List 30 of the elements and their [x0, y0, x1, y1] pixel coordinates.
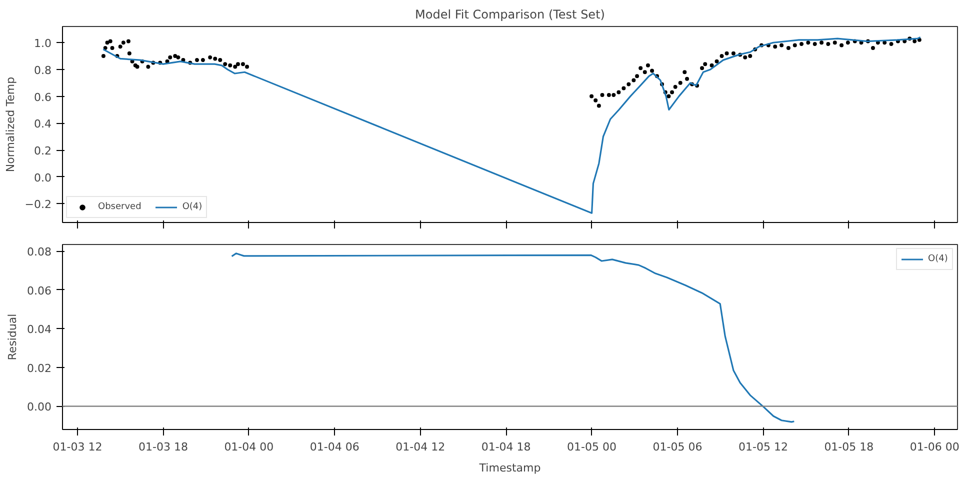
x-tick-label: 01-04 18 — [481, 440, 531, 454]
y-tick-label: 0.00 — [27, 400, 52, 414]
x-axis-title: Timestamp — [478, 462, 541, 474]
y-tick-label: 0.02 — [27, 362, 52, 375]
y-axis-title: Residual — [6, 314, 20, 360]
y-tick-label: 1.0 — [34, 37, 52, 50]
x-tick-label: 01-04 00 — [224, 440, 274, 454]
y-tick-label: 0.08 — [27, 246, 52, 259]
y-tick-label: 0.8 — [34, 64, 52, 77]
legend-label: O(4) — [182, 202, 202, 212]
y-tick-label: 0.04 — [27, 323, 52, 336]
x-tick-label: 01-05 06 — [652, 440, 702, 454]
legend-label: Observed — [98, 202, 142, 212]
x-tick-label: 01-03 18 — [138, 440, 188, 454]
x-tick-label: 01-05 18 — [824, 440, 874, 454]
y-tick-label: 0.0 — [34, 171, 52, 184]
legend-label: O(4) — [928, 254, 948, 264]
x-tick-label: 01-06 00 — [910, 440, 959, 454]
y-tick-label: 0.4 — [34, 118, 52, 131]
x-tick-label: 01-03 12 — [52, 440, 102, 454]
x-tick-label: 01-04 06 — [310, 440, 360, 454]
x-tick-label: 01-04 12 — [396, 440, 446, 454]
x-tick-label: 01-05 12 — [738, 440, 788, 454]
y-tick-label: 0.06 — [27, 284, 52, 298]
y-tick-label: −0.2 — [24, 198, 52, 212]
y-tick-label: 0.6 — [34, 90, 52, 104]
x-tick-label: 01-05 00 — [567, 440, 617, 454]
y-axis-title: Normalized Temp — [4, 76, 17, 172]
y-tick-label: 0.2 — [34, 144, 52, 158]
chart-title: Model Fit Comparison (Test Set) — [415, 8, 605, 22]
